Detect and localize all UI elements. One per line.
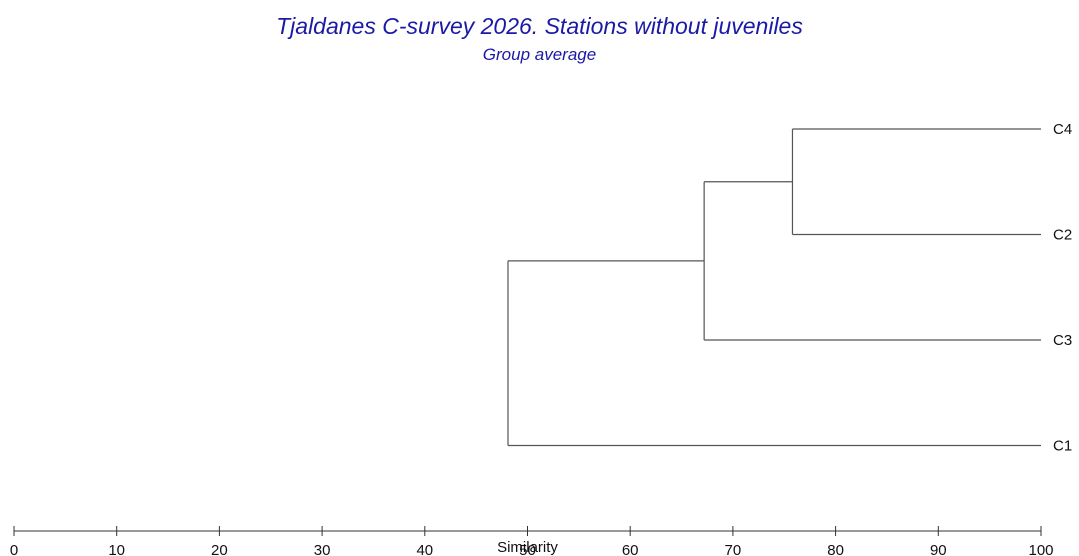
chart-title: Tjaldanes C-survey 2026. Stations withou… <box>276 13 803 39</box>
x-tick-label-80: 80 <box>827 542 844 556</box>
x-tick-label-40: 40 <box>416 542 433 556</box>
leaf-label-c1: C1 <box>1053 438 1072 455</box>
leaf-label-c3: C3 <box>1053 332 1072 349</box>
x-tick-label-100: 100 <box>1028 542 1053 556</box>
x-axis-ticks: 0 10 20 30 40 50 60 70 80 90 100 <box>10 526 1054 556</box>
x-tick-label-0: 0 <box>10 542 18 556</box>
dendrogram-tree: C4 C2 C3 C1 <box>507 121 1072 455</box>
x-tick-label-20: 20 <box>211 542 228 556</box>
x-tick-label-50: 50 <box>519 542 536 556</box>
x-axis: 0 10 20 30 40 50 60 70 80 90 100 <box>10 526 1054 556</box>
x-tick-label-90: 90 <box>930 542 947 556</box>
chart-subtitle: Group average <box>482 45 597 64</box>
x-tick-label-10: 10 <box>108 542 125 556</box>
x-tick-label-30: 30 <box>314 542 331 556</box>
x-axis-title: Similarity <box>497 539 558 556</box>
leaf-label-c2: C2 <box>1053 227 1072 244</box>
x-tick-label-60: 60 <box>622 542 639 556</box>
leaf-label-c4: C4 <box>1053 121 1072 138</box>
x-tick-label-70: 70 <box>725 542 742 556</box>
